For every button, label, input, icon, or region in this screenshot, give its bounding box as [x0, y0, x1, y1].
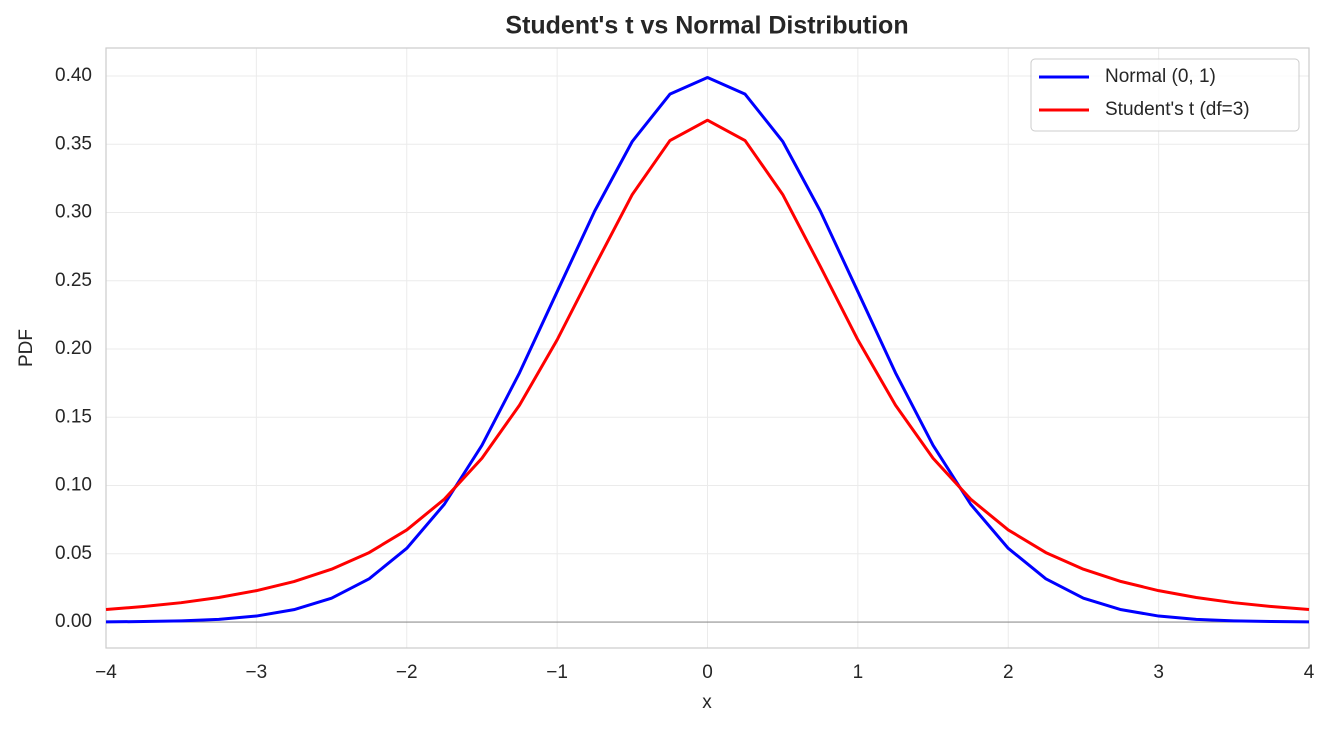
x-axis-label: x: [702, 692, 712, 713]
series-line: [105, 75, 1310, 624]
y-axis-label: PDF: [16, 329, 37, 367]
series-line: [105, 118, 1310, 611]
y-tick-label: 0.00: [55, 611, 92, 632]
y-tick-label: 0.20: [55, 338, 92, 359]
y-tick-label: 0.10: [55, 475, 92, 496]
x-tick-label: −2: [396, 662, 418, 683]
y-tick-label: 0.30: [55, 202, 92, 223]
plot-frame: [105, 47, 1310, 649]
legend-box: [1030, 58, 1300, 132]
x-tick-label: −1: [546, 662, 568, 683]
y-tick-label: 0.05: [55, 543, 92, 564]
y-tick-label: 0.35: [55, 133, 92, 154]
x-tick-label: −4: [95, 662, 117, 683]
x-tick-label: 4: [1304, 662, 1315, 683]
x-tick-label: −3: [246, 662, 268, 683]
x-tick-label: 2: [1003, 662, 1014, 683]
y-tick-label: 0.15: [55, 406, 92, 427]
x-tick-label: 1: [853, 662, 864, 683]
x-tick-label: 3: [1153, 662, 1164, 683]
legend-label: Student's t (df=3): [1105, 99, 1250, 120]
x-tick-label: 0: [702, 662, 713, 683]
chart-title: Student's t vs Normal Distribution: [505, 12, 908, 40]
y-tick-label: 0.40: [55, 65, 92, 86]
legend-label: Normal (0, 1): [1105, 66, 1216, 87]
y-tick-label: 0.25: [55, 270, 92, 291]
